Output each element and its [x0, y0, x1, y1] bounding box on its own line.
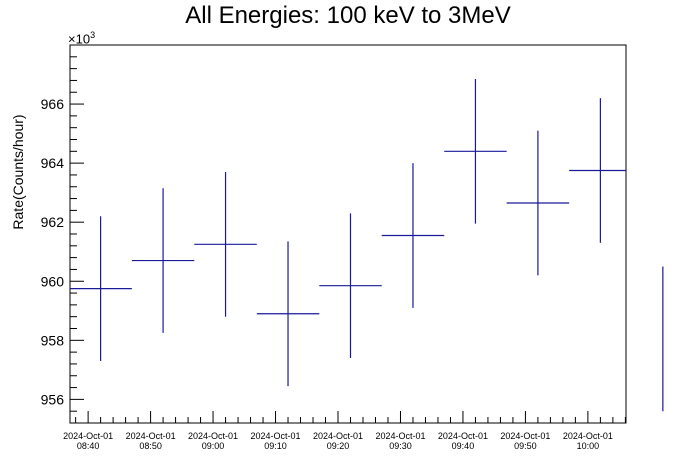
x-tick-label-time: 10:00	[577, 441, 600, 451]
x-tick-label-time: 08:50	[139, 441, 162, 451]
y-tick-label: 956	[41, 391, 65, 407]
x-tick-label-time: 09:00	[202, 441, 225, 451]
x-tick-label-date: 2024-Oct-01	[375, 431, 425, 441]
x-tick-label-date: 2024-Oct-01	[63, 431, 113, 441]
y-tick-label: 966	[41, 96, 65, 112]
x-tick-label-time: 08:40	[77, 441, 100, 451]
x-tick-label-time: 09:10	[264, 441, 287, 451]
x-tick-label-date: 2024-Oct-01	[500, 431, 550, 441]
y-multiplier-exponent: 3	[90, 30, 96, 40]
x-axis: 2024-Oct-0108:402024-Oct-0108:502024-Oct…	[63, 411, 626, 451]
data-series	[70, 78, 664, 412]
x-tick-label-time: 09:20	[327, 441, 350, 451]
x-tick-label-date: 2024-Oct-01	[126, 431, 176, 441]
x-tick-label-date: 2024-Oct-01	[313, 431, 363, 441]
y-axis: 956 958 960 962 964 966	[41, 44, 84, 424]
x-tick-label-time: 09:50	[514, 441, 537, 451]
y-tick-label: 960	[41, 273, 65, 289]
y-tick-label: 964	[41, 155, 65, 171]
x-tick-label-time: 09:40	[452, 441, 475, 451]
x-tick-label-date: 2024-Oct-01	[563, 431, 613, 441]
y-multiplier-base: ×10	[68, 31, 91, 47]
y-tick-label: 962	[41, 214, 65, 230]
chart-title: All Energies: 100 keV to 3MeV	[185, 2, 511, 29]
x-tick-label-date: 2024-Oct-01	[188, 431, 238, 441]
x-tick-label-time: 09:30	[389, 441, 412, 451]
x-tick-label-date: 2024-Oct-01	[251, 431, 301, 441]
y-tick-label: 958	[41, 332, 65, 348]
x-tick-label-date: 2024-Oct-01	[438, 431, 488, 441]
y-axis-multiplier: ×103	[68, 30, 95, 46]
plot-frame	[69, 44, 627, 424]
